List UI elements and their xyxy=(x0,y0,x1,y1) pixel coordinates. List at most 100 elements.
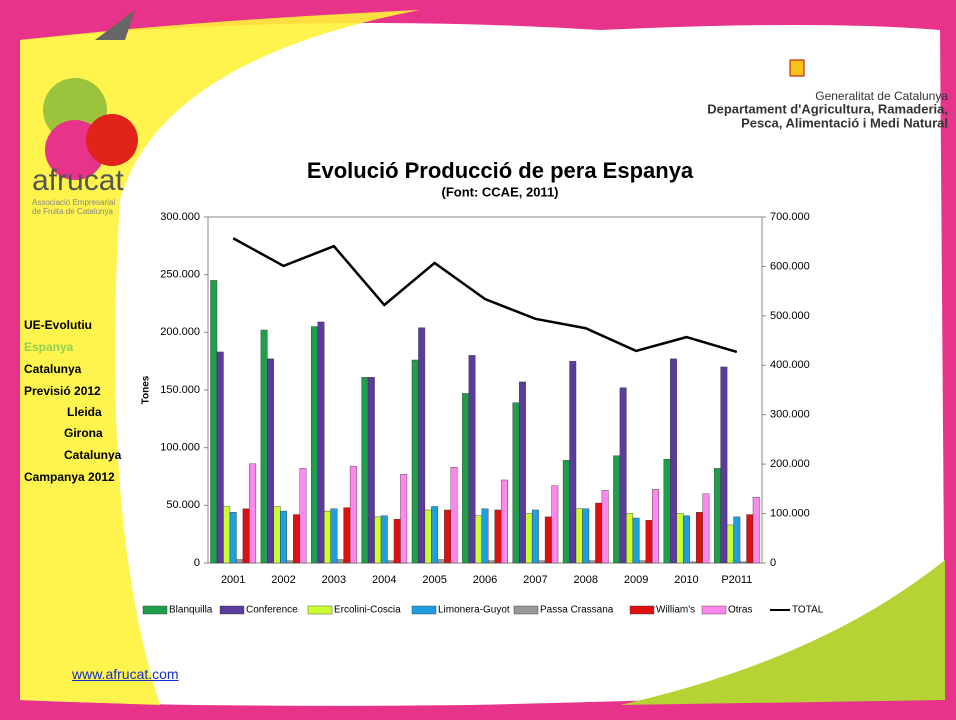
y2-tick-label: 0 xyxy=(770,557,776,569)
x-tick-label: 2007 xyxy=(523,574,547,586)
bar xyxy=(343,507,351,564)
bar xyxy=(538,560,546,564)
bar xyxy=(387,560,395,564)
bar xyxy=(720,366,728,564)
swoosh-green xyxy=(620,560,945,705)
org-emblem xyxy=(789,59,805,77)
x-tick-label: 2010 xyxy=(674,574,698,586)
y2-tick-label: 700.000 xyxy=(770,211,810,223)
x-tick-label: 2004 xyxy=(372,574,396,586)
legend-label: William's xyxy=(656,605,695,616)
bar xyxy=(676,513,684,564)
logo-subtitle: Associació Empresarial xyxy=(32,198,115,207)
bar xyxy=(462,393,470,564)
bar xyxy=(323,510,331,564)
legend-marker xyxy=(411,605,437,615)
legend-marker xyxy=(513,605,539,615)
x-tick-label: P2011 xyxy=(721,574,752,586)
bar xyxy=(663,459,671,564)
menu-item[interactable]: Catalunya xyxy=(64,448,122,462)
bar xyxy=(450,467,458,564)
chart-subtitle: (Font: CCAE, 2011) xyxy=(441,184,558,199)
bar xyxy=(713,468,721,564)
y-tick-label: 200.000 xyxy=(160,326,200,338)
x-tick-label: 2005 xyxy=(422,574,446,586)
x-tick-label: 2002 xyxy=(271,574,295,586)
bar xyxy=(531,509,539,564)
bar xyxy=(393,518,401,564)
bar xyxy=(229,512,237,564)
bar xyxy=(525,513,533,564)
bar xyxy=(639,560,647,564)
y2-tick-label: 600.000 xyxy=(770,260,810,272)
y2-tick-label: 100.000 xyxy=(770,507,810,519)
org-line: Pesca, Alimentació i Medi Natural xyxy=(741,115,948,130)
bar xyxy=(739,561,747,564)
menu-item[interactable]: Espanya xyxy=(24,340,74,354)
x-tick-label: 2008 xyxy=(573,574,597,586)
bar xyxy=(380,515,388,564)
bar xyxy=(431,506,439,564)
menu-item[interactable]: Campanya 2012 xyxy=(24,470,115,484)
y-tick-label: 300.000 xyxy=(160,211,200,223)
url-link[interactable]: www.afrucat.com xyxy=(72,666,179,682)
menu-item[interactable]: Catalunya xyxy=(24,362,82,376)
legend-marker xyxy=(142,605,168,615)
menu-item[interactable]: Girona xyxy=(64,426,103,440)
bar xyxy=(726,524,734,564)
y-tick-label: 50.000 xyxy=(166,499,200,511)
legend-marker xyxy=(629,605,655,615)
bar xyxy=(689,561,697,564)
legend-label: Ercolini-Coscia xyxy=(334,605,401,616)
bar xyxy=(330,508,338,564)
bar xyxy=(437,559,445,564)
bar xyxy=(210,280,218,564)
bar xyxy=(512,402,520,564)
menu-item[interactable]: UE-Evolutiu xyxy=(24,318,92,332)
logo: afrucat xyxy=(32,164,124,197)
x-tick-label: 2009 xyxy=(624,574,648,586)
bar xyxy=(223,506,231,564)
bar xyxy=(400,473,408,564)
logo-leaf xyxy=(86,114,138,166)
y-tick-label: 0 xyxy=(194,557,200,569)
bar xyxy=(367,377,375,564)
bar xyxy=(518,381,526,564)
bar xyxy=(588,560,596,564)
bar xyxy=(444,509,452,564)
swoosh-yellow xyxy=(20,10,420,705)
bar xyxy=(249,463,257,564)
bar xyxy=(374,516,382,564)
x-tick-label: 2001 xyxy=(221,574,245,586)
y-tick-label: 150.000 xyxy=(160,384,200,396)
bar xyxy=(733,516,741,564)
menu-item[interactable]: Lleida xyxy=(67,405,102,419)
legend-label: Blanquilla xyxy=(169,605,213,616)
line-series xyxy=(232,237,738,354)
bar xyxy=(260,329,268,564)
bar xyxy=(626,513,634,564)
bar xyxy=(424,509,432,564)
bar xyxy=(494,509,502,564)
bar xyxy=(481,508,489,564)
y2-tick-label: 200.000 xyxy=(770,458,810,470)
y2-tick-label: 500.000 xyxy=(770,310,810,322)
y2-tick-label: 300.000 xyxy=(770,409,810,421)
chart-title: Evolució Producció de pera Espanya xyxy=(307,158,694,183)
bar xyxy=(752,497,760,564)
bar xyxy=(216,351,224,564)
bar xyxy=(411,359,419,564)
bar xyxy=(551,485,559,564)
menu-item[interactable]: Previsió 2012 xyxy=(24,384,101,398)
bar xyxy=(280,510,287,564)
bar xyxy=(311,326,318,564)
bar xyxy=(670,358,677,564)
legend-label: Passa Crassana xyxy=(540,605,614,616)
bar xyxy=(645,520,653,564)
bar xyxy=(562,460,570,564)
bar xyxy=(488,560,495,564)
bar xyxy=(361,377,369,564)
bar xyxy=(652,488,659,564)
